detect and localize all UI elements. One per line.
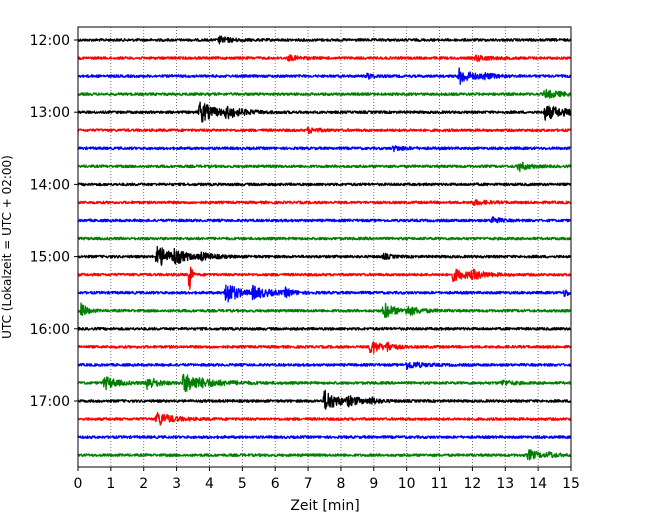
seismic-trace <box>77 449 572 461</box>
y-axis-ticks: 12:00 13:00 14:00 15:00 16:00 17:00 <box>30 33 78 410</box>
y-axis-label: UTC (Lokalzeit = UTC + 02:00) <box>0 155 14 339</box>
seismic-trace <box>77 302 572 319</box>
x-tick-label: 10 <box>398 476 416 492</box>
y-tick-label: 14:00 <box>30 177 70 193</box>
x-tick-label: 5 <box>238 476 247 492</box>
x-tick-label: 9 <box>369 476 378 492</box>
x-tick-label: 12 <box>463 476 481 492</box>
x-tick-label: 13 <box>496 476 514 492</box>
x-tick-label: 14 <box>529 476 547 492</box>
x-tick-label: 0 <box>74 476 83 492</box>
seismic-trace <box>77 88 572 99</box>
seismic-trace <box>77 161 572 173</box>
seismic-trace <box>77 411 572 426</box>
seismic-trace <box>77 373 572 393</box>
seismic-trace <box>77 326 572 331</box>
seismic-trace <box>77 389 572 410</box>
trace-series <box>77 35 572 461</box>
y-tick-label: 17:00 <box>30 394 70 410</box>
x-tick-label: 2 <box>139 476 148 492</box>
seismic-trace <box>77 236 572 241</box>
seismic-trace <box>77 198 572 206</box>
y-tick-label: 12:00 <box>30 33 70 49</box>
x-tick-label: 11 <box>431 476 449 492</box>
x-tick-label: 4 <box>205 476 214 492</box>
x-tick-label: 3 <box>172 476 181 492</box>
seismic-trace <box>77 266 572 290</box>
seismic-trace <box>77 284 572 303</box>
x-axis-label: Zeit [min] <box>290 498 359 514</box>
seismic-trace <box>77 361 572 371</box>
seismic-trace <box>77 35 572 45</box>
grid-lines <box>110 27 539 467</box>
seismic-trace <box>77 101 572 123</box>
seismic-trace <box>77 145 572 153</box>
seismic-trace <box>77 245 572 266</box>
plot-frame <box>77 26 572 468</box>
x-axis-ticks: 0 1 2 3 4 5 6 7 8 9 10 11 12 13 14 15 <box>74 467 580 492</box>
seismic-trace <box>77 435 572 440</box>
seismic-trace <box>77 54 572 62</box>
seismic-trace <box>77 216 572 224</box>
seismic-trace <box>77 182 572 187</box>
y-tick-label: 15:00 <box>30 250 70 266</box>
seismic-trace <box>77 126 572 135</box>
seismic-trace <box>77 67 572 85</box>
seismic-trace <box>77 341 572 354</box>
x-tick-label: 1 <box>106 476 115 492</box>
y-tick-label: 16:00 <box>30 322 70 338</box>
y-tick-label: 13:00 <box>30 105 70 121</box>
x-tick-label: 8 <box>336 476 345 492</box>
x-tick-label: 6 <box>271 476 280 492</box>
x-tick-label: 15 <box>562 476 580 492</box>
x-tick-label: 7 <box>304 476 313 492</box>
